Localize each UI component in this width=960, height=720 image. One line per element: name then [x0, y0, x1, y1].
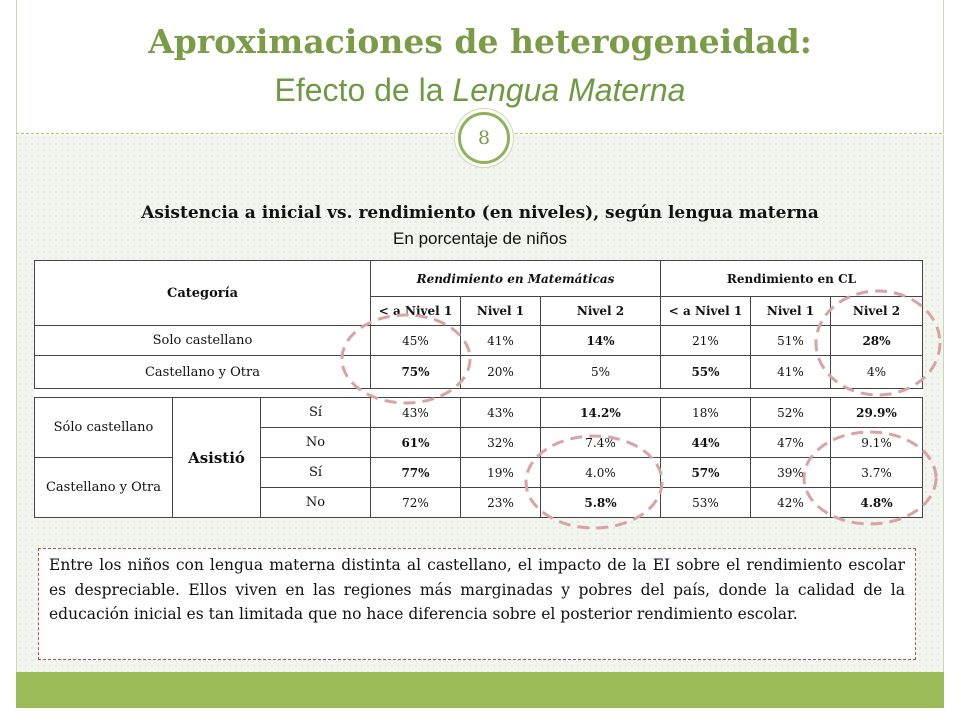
level-header: < a Nivel 1 — [660, 296, 751, 326]
level-header: Nivel 1 — [460, 296, 541, 326]
table-cell: 14.2% — [540, 397, 661, 428]
table-cell: 18% — [660, 397, 751, 428]
table-row: No 72% 23% 5.8% 53% 42% 4.8% — [35, 487, 923, 518]
data-table: Categoría Rendimiento en Matemáticas Ren… — [34, 260, 923, 518]
table-cell: 9.1% — [830, 427, 923, 458]
highlight-circle — [340, 313, 472, 405]
table-cell: 4% — [830, 355, 923, 389]
table-cell: 45% — [370, 325, 461, 356]
table-row: No 61% 32% 7.4% 44% 47% 9.1% — [35, 427, 923, 458]
table-cell: 32% — [460, 427, 541, 458]
table-cell: 4.8% — [830, 487, 923, 518]
table-cell: 72% — [370, 487, 461, 518]
table-subtitle: En porcentaje de niños — [393, 229, 567, 248]
attended-label: No — [260, 487, 371, 518]
row-label: Castellano y Otra — [34, 355, 371, 389]
table-title: Asistencia a inicial vs. rendimiento (en… — [141, 203, 819, 223]
table-cell: 53% — [660, 487, 751, 518]
table-cell: 41% — [750, 355, 831, 389]
attended-label: Sí — [260, 397, 371, 428]
level-header: Nivel 2 — [540, 296, 661, 326]
highlight-circle — [814, 289, 942, 397]
table-cell: 61% — [370, 427, 461, 458]
slide-subtitle: Efecto de la Lengua Materna — [0, 72, 960, 109]
header-categoria: Categoría — [34, 260, 371, 326]
highlight-circle — [802, 430, 938, 526]
row-label: Solo castellano — [34, 325, 371, 356]
slide-title: Aproximaciones de heterogeneidad: — [148, 22, 812, 61]
subtitle-prefix: Efecto de la — [274, 72, 453, 108]
footer-bar — [16, 672, 944, 708]
table-cell: 3.7% — [830, 457, 923, 488]
table-cell: 5% — [540, 355, 661, 389]
table-cell: 39% — [750, 457, 831, 488]
table-cell: 23% — [460, 487, 541, 518]
table-cell: 5.8% — [540, 487, 661, 518]
group-label: Sólo castellano — [34, 397, 173, 458]
table-cell: 28% — [830, 325, 923, 356]
table-cell: 14% — [540, 325, 661, 356]
table-cell: 4.0% — [540, 457, 661, 488]
page-number-badge: 8 — [458, 112, 510, 164]
highlight-circle — [524, 434, 664, 530]
table-cell: 41% — [460, 325, 541, 356]
level-header: Nivel 2 — [830, 296, 923, 326]
group-label: Castellano y Otra — [34, 457, 173, 518]
conclusion-note: Entre los niños con lengua materna disti… — [38, 548, 916, 660]
slide-header — [16, 0, 944, 134]
subtitle-emphasis: Lengua Materna — [452, 72, 686, 108]
table-cell: 42% — [750, 487, 831, 518]
